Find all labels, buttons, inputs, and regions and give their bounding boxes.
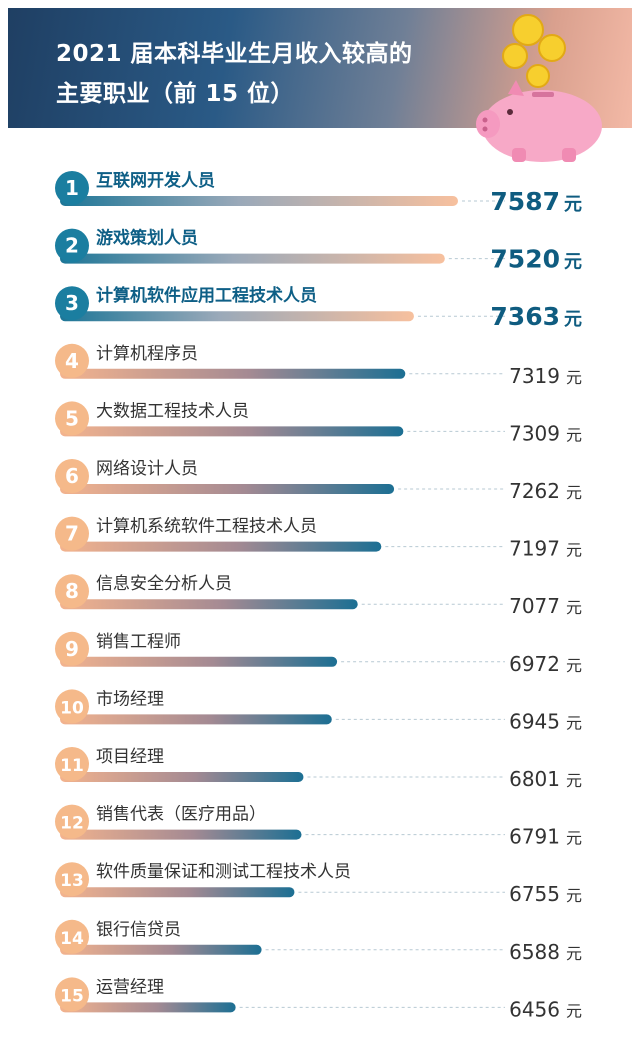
rank-number: 11 [60, 756, 84, 776]
rank-badge [55, 459, 89, 493]
category-label: 计算机软件应用工程技术人员 [96, 285, 317, 306]
value-label: 6801 [509, 767, 560, 791]
value-label: 6972 [509, 652, 560, 676]
rank-badge [55, 631, 89, 666]
category-label: 运营经理 [96, 977, 164, 997]
category-label: 互联网开发人员 [96, 170, 215, 191]
value-label: 6945 [509, 709, 560, 733]
rank-number: 3 [65, 291, 79, 315]
rank-number: 14 [60, 929, 84, 949]
unit-label: 元 [566, 541, 582, 560]
category-label: 计算机程序员 [96, 344, 198, 364]
category-label: 网络设计人员 [96, 459, 198, 479]
rank-badge [55, 977, 89, 1012]
rank-badge [55, 171, 89, 205]
value-label: 7262 [509, 479, 560, 503]
bar [60, 426, 404, 437]
bar [60, 772, 304, 782]
value-label: 7587 [490, 187, 560, 216]
rank-number: 15 [60, 986, 84, 1006]
unit-label: 元 [566, 483, 582, 502]
category-label: 计算机系统软件工程技术人员 [96, 517, 317, 537]
category-label: 项目经理 [96, 747, 164, 767]
rank-badge [55, 862, 89, 897]
value-label: 6456 [509, 997, 560, 1021]
unit-label: 元 [566, 944, 582, 963]
unit-label: 元 [566, 886, 582, 905]
bar [60, 599, 358, 610]
piggy-bank-icon [476, 14, 602, 162]
rank-badge [55, 286, 89, 321]
rank-number: 4 [65, 349, 79, 373]
rank-number: 9 [65, 637, 79, 661]
category-label: 游戏策划人员 [96, 228, 198, 249]
rank-badge [55, 574, 89, 609]
rank-number: 1 [65, 176, 79, 200]
value-label: 7520 [490, 245, 560, 274]
bar [60, 311, 414, 322]
bar [60, 368, 406, 379]
value-label: 7077 [509, 594, 560, 618]
bar [60, 484, 395, 494]
value-label: 7309 [509, 421, 560, 445]
unit-label: 元 [566, 368, 582, 387]
rank-number: 7 [65, 522, 79, 546]
value-label: 6588 [509, 940, 560, 964]
bar [60, 656, 338, 667]
rank-number: 12 [60, 814, 84, 834]
unit-label: 元 [566, 656, 582, 675]
rank-number: 13 [60, 871, 84, 891]
bar [60, 253, 445, 264]
rank-badge [55, 516, 89, 551]
rank-number: 10 [60, 698, 84, 718]
bar [60, 829, 302, 840]
rank-number: 5 [65, 406, 79, 430]
title-line-1: 2021 届本科毕业生月收入较高的 [56, 41, 413, 67]
rank-badge [55, 804, 89, 839]
category-label: 销售代表（医疗用品） [96, 805, 266, 825]
value-label: 6755 [509, 882, 560, 906]
rank-badge [55, 919, 89, 954]
unit-label: 元 [566, 771, 582, 790]
category-label: 软件质量保证和测试工程技术人员 [96, 862, 351, 882]
rank-badge [55, 401, 89, 436]
rank-number: 6 [65, 464, 79, 488]
category-label: 市场经理 [96, 689, 164, 709]
bar [60, 1002, 236, 1013]
category-label: 信息安全分析人员 [96, 574, 232, 594]
value-label: 7197 [509, 537, 560, 561]
category-label: 大数据工程技术人员 [96, 401, 249, 421]
unit-label: 元 [566, 1001, 582, 1020]
bar [60, 196, 458, 206]
value-label: 6791 [509, 825, 560, 849]
category-label: 销售工程师 [96, 632, 181, 652]
rank-badge [55, 228, 89, 263]
unit-label: 元 [564, 194, 582, 215]
rank-number: 2 [65, 234, 79, 258]
unit-label: 元 [566, 598, 582, 617]
unit-label: 元 [566, 713, 582, 732]
title-line-2: 主要职业（前 15 位） [56, 81, 295, 107]
bar [60, 944, 262, 955]
bar [60, 887, 295, 898]
bar [60, 541, 382, 552]
unit-label: 元 [564, 309, 582, 330]
chart-title: 2021 届本科毕业生月收入较高的 主要职业（前 15 位） [56, 34, 413, 114]
value-label: 7363 [490, 302, 560, 331]
unit-label: 元 [564, 252, 582, 273]
rank-number: 8 [65, 579, 79, 603]
rank-badge [55, 747, 89, 781]
unit-label: 元 [566, 425, 582, 444]
value-label: 7319 [509, 364, 560, 388]
bar [60, 714, 332, 725]
rank-badge [55, 689, 89, 724]
unit-label: 元 [566, 829, 582, 848]
category-label: 银行信贷员 [96, 920, 181, 940]
rank-badge [55, 343, 89, 378]
